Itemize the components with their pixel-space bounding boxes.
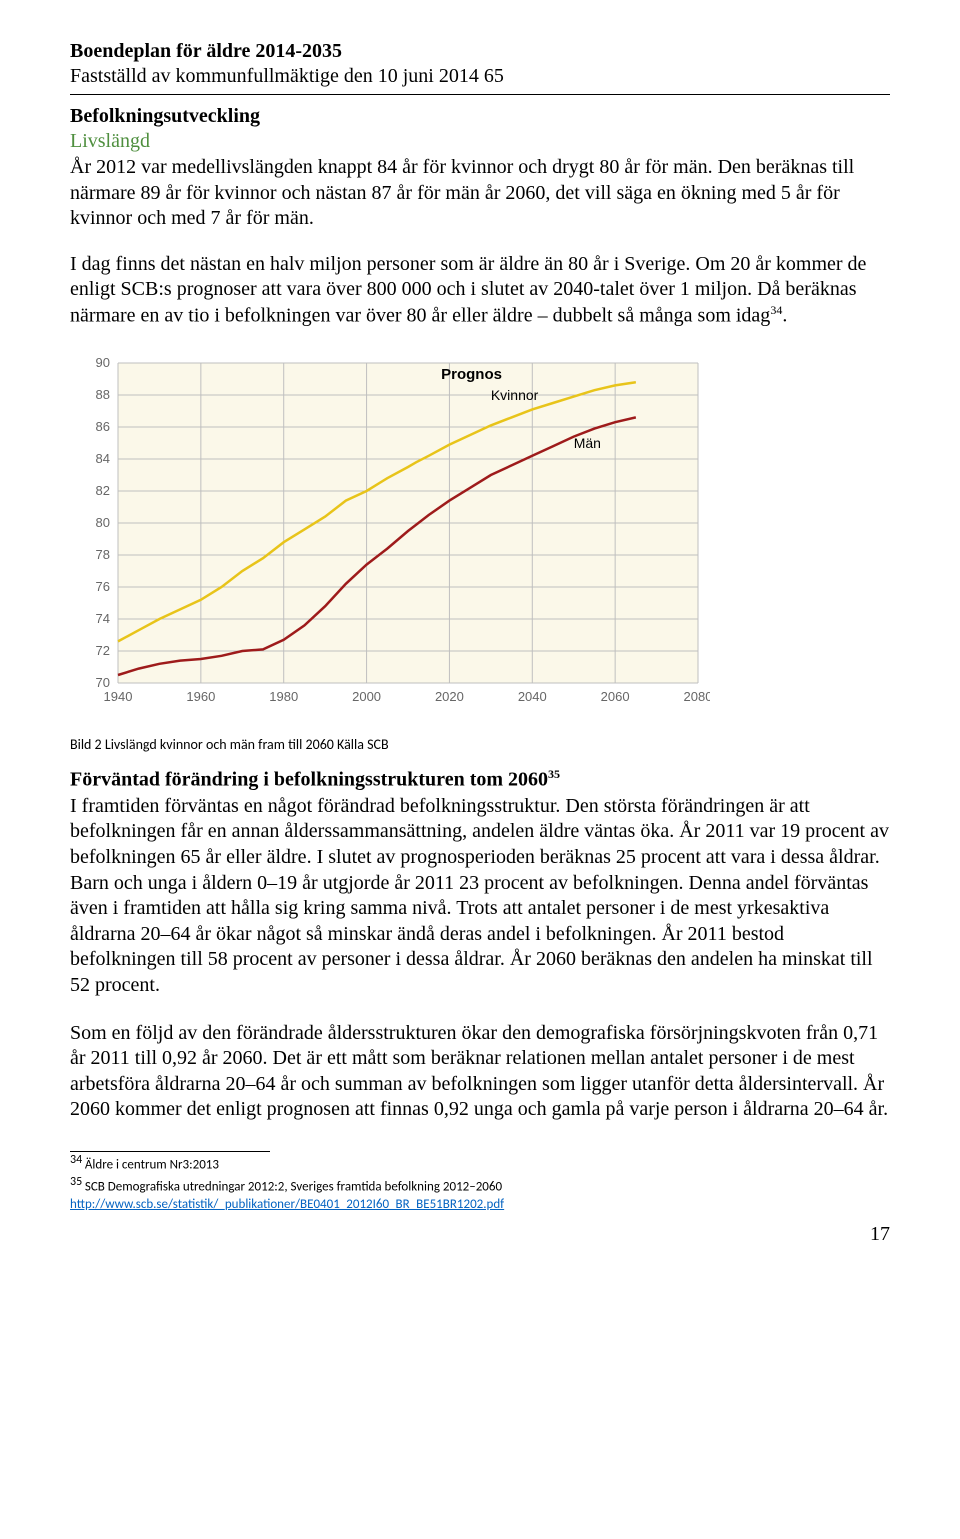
doc-title: Boendeplan för äldre 2014-2035 [70, 40, 890, 63]
footnote-34-text: Äldre i centrum Nr3:2013 [85, 1157, 219, 1172]
svg-text:72: 72 [96, 643, 110, 658]
svg-text:80: 80 [96, 515, 110, 530]
svg-text:90: 90 [96, 355, 110, 370]
para-livslangd-2: I dag finns det nästan en halv miljon pe… [70, 252, 890, 329]
svg-text:86: 86 [96, 419, 110, 434]
svg-text:76: 76 [96, 579, 110, 594]
footnote-34: 34 Äldre i centrum Nr3:2013 [70, 1152, 890, 1174]
section-heading-befolkningsutveckling: Befolkningsutveckling [70, 105, 890, 128]
svg-text:70: 70 [96, 675, 110, 690]
life-expectancy-chart: 70 72 74 76 78 80 82 84 86 88 90 1940 1960 1980 2000 20… [70, 353, 890, 718]
svg-text:2060: 2060 [601, 689, 630, 704]
para-livslangd-1: År 2012 var medellivslängden knappt 84 å… [70, 155, 890, 232]
figure-caption: Bild 2 Livslängd kvinnor och män fram ti… [70, 736, 890, 753]
footnote-35-text: SCB Demografiska utredningar 2012:2, Sve… [85, 1179, 502, 1194]
svg-text:2040: 2040 [518, 689, 547, 704]
subheading-livslangd: Livslängd [70, 130, 890, 153]
footnote-ref-34: 34 [770, 303, 782, 317]
svg-text:2080: 2080 [684, 689, 710, 704]
page-number: 17 [70, 1223, 890, 1246]
para2-text-a: I dag finns det nästan en halv miljon pe… [70, 253, 866, 327]
svg-text:88: 88 [96, 387, 110, 402]
footnote-35-link-row: http://www.scb.se/statistik/_publikation… [70, 1196, 890, 1214]
svg-text:84: 84 [96, 451, 110, 466]
svg-text:Män: Män [574, 435, 601, 451]
footnote-35: 35 SCB Demografiska utredningar 2012:2, … [70, 1174, 890, 1196]
svg-text:82: 82 [96, 483, 110, 498]
footnote-35-link[interactable]: http://www.scb.se/statistik/_publikation… [70, 1197, 504, 1212]
svg-text:Kvinnor: Kvinnor [491, 387, 539, 403]
svg-text:1940: 1940 [104, 689, 133, 704]
svg-text:74: 74 [96, 611, 110, 626]
heading2-text: Förväntad förändring i befolkningsstrukt… [70, 769, 548, 791]
svg-text:2020: 2020 [435, 689, 464, 704]
header-divider [70, 94, 890, 95]
svg-text:Prognos: Prognos [441, 366, 502, 383]
para-forvantad-1: I framtiden förväntas en något förändrad… [70, 794, 890, 999]
svg-text:1980: 1980 [269, 689, 298, 704]
svg-text:2000: 2000 [352, 689, 381, 704]
chart-svg: 70 72 74 76 78 80 82 84 86 88 90 1940 1960 1980 2000 20… [70, 353, 710, 713]
svg-text:78: 78 [96, 547, 110, 562]
doc-subtitle: Fastställd av kommunfullmäktige den 10 j… [70, 65, 890, 88]
svg-text:1960: 1960 [186, 689, 215, 704]
section-heading-forvantad: Förväntad förändring i befolkningsstrukt… [70, 767, 890, 792]
para2-text-b: . [782, 305, 787, 327]
footnote-ref-35: 35 [548, 767, 560, 781]
para-forvantad-2: Som en följd av den förändrade åldersstr… [70, 1021, 890, 1123]
